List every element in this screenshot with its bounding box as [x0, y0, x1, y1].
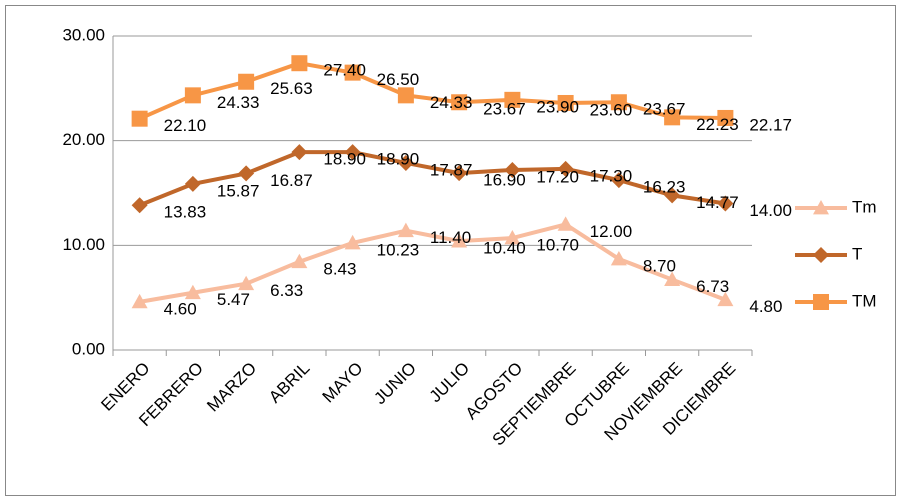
legend-marker — [813, 294, 829, 310]
data-label: 24.33 — [217, 93, 260, 112]
point-marker — [664, 271, 681, 286]
data-label: 17.20 — [536, 167, 579, 186]
data-label: 16.23 — [643, 178, 686, 197]
point-marker — [451, 165, 468, 182]
data-label: 6.33 — [270, 281, 303, 300]
data-label: 16.87 — [270, 171, 313, 190]
data-label: 23.60 — [590, 100, 633, 119]
point-marker — [610, 250, 627, 266]
data-label: 12.00 — [590, 222, 633, 241]
data-label: 22.10 — [164, 116, 207, 135]
data-label: 10.23 — [377, 240, 420, 259]
point-marker — [610, 94, 627, 111]
point-marker — [557, 160, 574, 177]
data-label: 17.87 — [430, 160, 473, 179]
legend-label: Tm — [852, 197, 877, 216]
data-label: 25.63 — [270, 79, 313, 98]
point-marker — [397, 87, 414, 104]
data-label: 23.67 — [483, 100, 526, 119]
data-label: 23.90 — [536, 97, 579, 116]
legend-label: T — [852, 244, 862, 263]
point-marker — [131, 110, 148, 127]
point-marker — [344, 144, 361, 161]
data-label: 6.73 — [696, 277, 729, 296]
legend-marker — [813, 200, 829, 215]
legend-label: TM — [852, 291, 877, 310]
data-label: 10.40 — [483, 239, 526, 258]
y-tick-label: 10.00 — [62, 235, 105, 254]
data-label: 5.47 — [217, 290, 250, 309]
data-label: 4.80 — [749, 297, 782, 316]
data-label: 22.17 — [749, 115, 792, 134]
data-label: 27.40 — [323, 61, 366, 80]
point-marker — [344, 64, 361, 81]
point-marker — [397, 222, 414, 238]
data-label: 17.30 — [590, 166, 633, 185]
data-label: 23.67 — [643, 100, 686, 119]
point-marker — [451, 94, 468, 111]
point-marker — [504, 91, 521, 108]
point-marker — [557, 216, 574, 231]
data-label: 11.40 — [430, 228, 471, 247]
point-marker — [291, 253, 308, 269]
point-marker — [131, 293, 148, 309]
point-marker — [291, 144, 308, 161]
series-line — [138, 61, 726, 121]
point-marker — [238, 73, 255, 90]
point-marker — [664, 187, 681, 204]
data-label: 4.60 — [164, 299, 197, 318]
point-marker — [504, 230, 521, 245]
data-label: 14.00 — [749, 201, 792, 220]
data-label: 26.50 — [377, 70, 420, 89]
point-marker — [184, 175, 201, 192]
point-marker — [717, 291, 734, 307]
data-label: 16.90 — [483, 171, 526, 190]
data-label: 13.83 — [164, 203, 207, 222]
legend-marker — [813, 247, 829, 263]
point-marker — [610, 172, 627, 189]
data-label: 14.77 — [696, 193, 739, 212]
point-marker — [184, 87, 201, 104]
point-marker — [238, 275, 255, 291]
point-marker — [451, 233, 468, 248]
data-label: 18.90 — [323, 150, 366, 169]
chart-border — [5, 5, 896, 496]
point-marker — [397, 154, 414, 171]
data-label: 15.87 — [217, 181, 260, 200]
data-label: 24.33 — [430, 93, 473, 112]
point-marker — [557, 94, 574, 111]
data-label: 8.70 — [643, 256, 676, 275]
point-marker — [291, 55, 308, 72]
data-label: 22.23 — [696, 115, 739, 134]
series-line — [139, 222, 727, 304]
point-marker — [504, 161, 521, 178]
point-marker — [184, 284, 201, 300]
point-marker — [238, 165, 255, 182]
point-marker — [717, 195, 734, 212]
data-label: 18.90 — [377, 150, 420, 169]
y-tick-label: 0.00 — [72, 339, 105, 358]
series-line — [138, 150, 726, 208]
point-marker — [131, 197, 148, 214]
point-marker — [717, 109, 734, 126]
data-label: 10.70 — [536, 235, 579, 254]
y-tick-label: 30.00 — [62, 25, 105, 44]
y-tick-label: 20.00 — [62, 130, 105, 149]
data-label: 8.43 — [323, 259, 356, 278]
point-marker — [664, 109, 681, 126]
point-marker — [344, 234, 361, 250]
